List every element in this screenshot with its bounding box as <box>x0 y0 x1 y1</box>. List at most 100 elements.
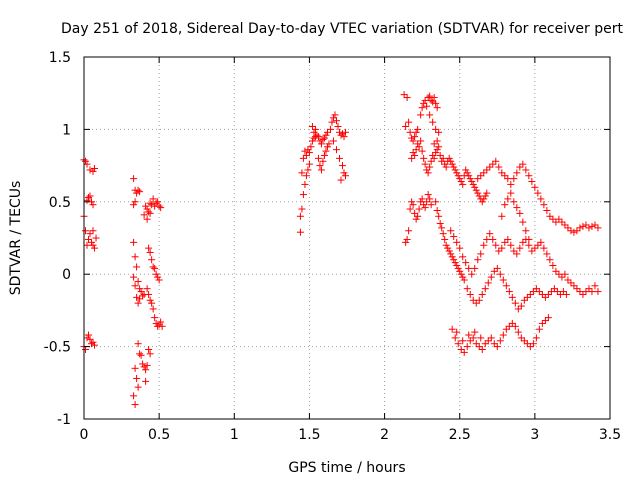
data-point <box>448 253 456 261</box>
data-point <box>469 334 477 342</box>
data-point <box>480 169 488 177</box>
data-point <box>483 189 491 197</box>
data-point <box>316 162 324 170</box>
data-point <box>146 350 154 358</box>
data-point <box>447 227 455 235</box>
data-point <box>411 133 419 141</box>
data-point <box>484 279 492 287</box>
data-point <box>130 392 138 400</box>
data-point <box>402 238 410 246</box>
data-point <box>154 198 162 206</box>
data-point <box>514 305 522 313</box>
data-point <box>337 176 345 184</box>
data-point <box>466 175 474 183</box>
data-point <box>82 227 90 235</box>
data-point <box>140 363 148 371</box>
data-point <box>149 263 157 271</box>
data-point <box>423 102 431 110</box>
data-point <box>136 285 144 293</box>
data-point <box>492 241 500 249</box>
data-point <box>417 111 425 119</box>
data-point <box>337 131 345 139</box>
data-point <box>501 172 509 180</box>
data-point <box>91 164 99 172</box>
data-point <box>91 341 99 349</box>
data-point <box>457 345 465 353</box>
x-tick-label: 3.5 <box>599 427 621 443</box>
data-point <box>88 238 96 246</box>
data-point <box>418 104 426 112</box>
data-point <box>570 228 578 236</box>
data-point <box>433 137 441 145</box>
data-point <box>501 201 509 209</box>
data-points <box>80 91 602 409</box>
data-point <box>131 364 139 372</box>
data-point <box>340 169 348 177</box>
data-point <box>148 256 156 264</box>
data-point <box>152 319 160 327</box>
data-point <box>133 374 141 382</box>
data-point <box>82 345 90 353</box>
data-point <box>522 166 530 174</box>
data-point <box>523 293 531 301</box>
data-point <box>427 201 435 209</box>
data-point <box>523 340 531 348</box>
data-point <box>444 244 452 252</box>
data-point <box>468 178 476 186</box>
data-point <box>453 169 461 177</box>
data-point <box>139 360 147 368</box>
data-point <box>130 175 138 183</box>
x-tick-label: 0 <box>80 427 89 443</box>
data-point <box>475 343 483 351</box>
data-point <box>544 314 552 322</box>
data-point <box>529 340 537 348</box>
data-point <box>414 125 422 133</box>
data-point <box>133 189 141 197</box>
data-point <box>298 169 306 177</box>
data-point <box>469 180 477 188</box>
data-point <box>299 154 307 162</box>
data-point <box>549 262 557 270</box>
data-point <box>89 167 97 175</box>
data-point <box>145 290 153 298</box>
data-point <box>317 140 325 148</box>
data-point <box>585 224 593 232</box>
data-point <box>304 146 312 154</box>
data-point <box>462 166 470 174</box>
data-point <box>450 256 458 264</box>
data-point <box>549 215 557 223</box>
data-point <box>91 244 99 252</box>
data-point <box>427 157 435 165</box>
data-point <box>445 247 453 255</box>
data-point <box>475 192 483 200</box>
data-point <box>502 325 510 333</box>
data-point <box>532 334 540 342</box>
data-point <box>310 128 318 136</box>
data-point <box>438 157 446 165</box>
data-point <box>133 263 141 271</box>
data-point <box>137 351 145 359</box>
data-point <box>501 238 509 246</box>
data-point <box>301 180 309 188</box>
data-point <box>329 137 337 145</box>
data-point <box>328 118 336 126</box>
data-point <box>469 296 477 304</box>
data-point <box>89 338 97 346</box>
data-point <box>417 198 425 206</box>
data-point <box>408 154 416 162</box>
data-point <box>432 198 440 206</box>
data-point <box>420 201 428 209</box>
data-point <box>139 292 147 300</box>
data-point <box>517 334 525 342</box>
data-point <box>510 175 518 183</box>
data-point <box>299 191 307 199</box>
data-point <box>320 134 328 142</box>
data-point <box>528 178 536 186</box>
data-point <box>412 146 420 154</box>
data-point <box>149 195 157 203</box>
data-point <box>513 250 521 258</box>
data-point <box>486 230 494 238</box>
data-point <box>522 227 530 235</box>
data-point <box>143 215 151 223</box>
data-point <box>561 270 569 278</box>
